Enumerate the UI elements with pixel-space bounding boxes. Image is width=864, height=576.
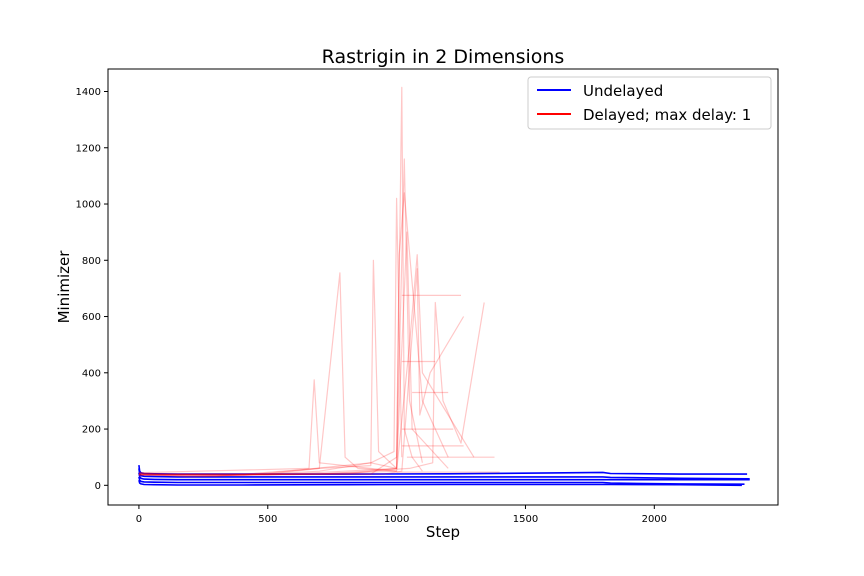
- delayed-series-line: [138, 379, 397, 474]
- legend-label-undelayed: Undelayed: [583, 82, 663, 100]
- delayed-series-line: [138, 192, 449, 475]
- undelayed-series-line: [138, 468, 750, 480]
- delayed-series-line: [138, 301, 485, 476]
- undelayed-series-line: [138, 464, 748, 475]
- series-layer: [138, 86, 750, 487]
- x-tick-label: 500: [258, 514, 277, 525]
- plot-frame: [108, 69, 778, 505]
- legend-box: [527, 76, 772, 130]
- delayed-series-line: [138, 231, 449, 476]
- x-axis: 0 500 1000 1500 2000: [136, 505, 667, 525]
- delayed-series-line: [138, 254, 475, 476]
- plot-area: [107, 68, 779, 506]
- x-tick-label: 0: [136, 514, 142, 525]
- x-tick-label: 1000: [384, 514, 409, 525]
- undelayed-series-line: [138, 479, 742, 487]
- delayed-series-line: [138, 158, 423, 476]
- y-tick-label: 600: [82, 312, 101, 323]
- delayed-series-line: [138, 259, 398, 477]
- y-tick-label: 400: [82, 368, 101, 379]
- legend-label-delayed: Delayed; max delay: 1: [583, 106, 751, 124]
- chart-title: Rastrigin in 2 Dimensions: [322, 46, 565, 68]
- legend: Undelayed Delayed; max delay: 1: [527, 76, 772, 130]
- y-tick-label: 1000: [76, 200, 101, 211]
- y-tick-label: 800: [82, 256, 101, 267]
- x-tick-label: 1500: [513, 514, 538, 525]
- y-axis: 0 200 400 600 800 1000 1200 1400: [76, 87, 108, 492]
- undelayed-series-line: [138, 476, 745, 486]
- delayed-series-line: [138, 268, 465, 475]
- x-tick-label: 2000: [642, 514, 667, 525]
- delayed-series-line: [138, 272, 397, 478]
- plot-border: [107, 68, 779, 506]
- y-tick-label: 1200: [76, 143, 101, 154]
- delayed-series-line: [138, 197, 403, 477]
- x-axis-title: Step: [426, 523, 460, 541]
- undelayed-series-line: [138, 472, 750, 481]
- y-tick-label: 200: [82, 425, 101, 436]
- delayed-series-line: [138, 86, 423, 477]
- y-tick-label: 0: [95, 481, 101, 492]
- y-axis-title: Minimizer: [55, 250, 73, 324]
- y-tick-label: 1400: [76, 87, 101, 98]
